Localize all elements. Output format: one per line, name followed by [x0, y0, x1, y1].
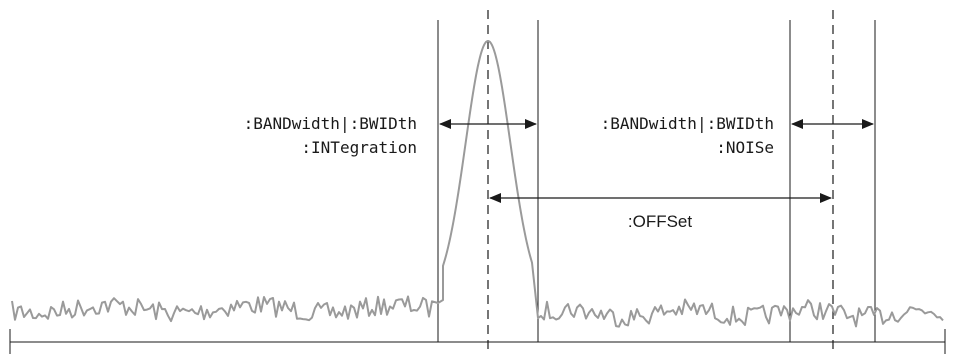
spectrum-trace — [11, 40, 944, 328]
noise-label-line2: :NOISe — [716, 138, 774, 157]
integration-label-line2: :INTegration — [301, 138, 417, 157]
offset-label: :OFFSet — [628, 212, 693, 231]
integration-label-line1: :BANDwidth|:BWIDth — [244, 114, 417, 133]
noise-label-line1: :BANDwidth|:BWIDth — [601, 114, 774, 133]
